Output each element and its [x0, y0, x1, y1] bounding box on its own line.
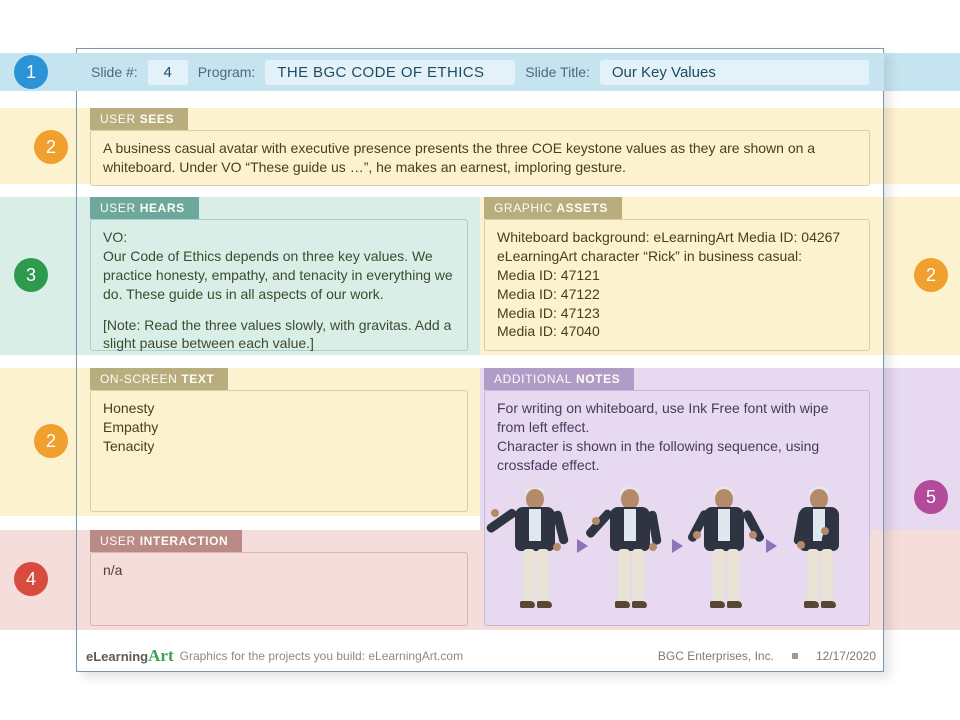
footer-separator-icon [792, 653, 798, 659]
slide-title-value: Our Key Values [600, 60, 869, 85]
user-sees-section: USER SEES A business casual avatar with … [90, 108, 870, 186]
user-interaction-box: n/a [90, 552, 468, 626]
onscreen-text-box: HonestyEmpathyTenacity [90, 390, 468, 512]
program-value: THE BGC CODE OF ETHICS [265, 60, 515, 85]
additional-notes-box: For writing on whiteboard, use Ink Free … [484, 390, 870, 626]
step-badge-2: 2 [34, 130, 68, 164]
user-interaction-section: USER INTERACTION n/a [90, 530, 468, 626]
sequence-arrow-icon [577, 539, 588, 553]
slide-number-label: Slide #: [91, 64, 138, 80]
step-badge-5: 5 [914, 480, 948, 514]
character-pose-4 [781, 483, 857, 609]
slide-number-value: 4 [148, 60, 188, 85]
footer-tagline: Graphics for the projects you build: eLe… [180, 649, 463, 663]
user-hears-box: VO:Our Code of Ethics depends on three k… [90, 219, 468, 351]
character-pose-3 [687, 483, 763, 609]
step-badge-1: 1 [14, 55, 48, 89]
additional-notes-tab: ADDITIONAL NOTES [484, 368, 634, 390]
step-badge-4: 4 [14, 562, 48, 596]
graphic-assets-box: Whiteboard background: eLearningArt Medi… [484, 219, 870, 351]
character-pose-2 [592, 483, 668, 609]
header-bar: Slide #: 4 Program: THE BGC CODE OF ETHI… [76, 53, 884, 91]
program-label: Program: [198, 64, 256, 80]
slide-title-label: Slide Title: [525, 64, 590, 80]
brand-logo: eLearningArt [86, 646, 174, 666]
graphic-assets-tab: GRAPHIC ASSETS [484, 197, 622, 219]
sequence-arrow-icon [766, 539, 777, 553]
footer-company: BGC Enterprises, Inc. [658, 649, 774, 663]
user-interaction-tab: USER INTERACTION [90, 530, 242, 552]
user-sees-tab: USER SEES [90, 108, 188, 130]
footer-date: 12/17/2020 [816, 649, 876, 663]
step-badge-2: 2 [914, 258, 948, 292]
onscreen-text-section: ON-SCREEN TEXT HonestyEmpathyTenacity [90, 368, 468, 512]
graphic-assets-section: GRAPHIC ASSETS Whiteboard background: eL… [484, 197, 870, 351]
step-badge-3: 3 [14, 258, 48, 292]
footer: eLearningArt Graphics for the projects y… [86, 646, 876, 666]
user-sees-box: A business casual avatar with executive … [90, 130, 870, 186]
step-badge-2: 2 [34, 424, 68, 458]
character-pose-sequence [497, 483, 857, 609]
user-hears-tab: USER HEARS [90, 197, 199, 219]
sequence-arrow-icon [672, 539, 683, 553]
user-hears-section: USER HEARS VO:Our Code of Ethics depends… [90, 197, 468, 351]
additional-notes-section: ADDITIONAL NOTES For writing on whiteboa… [484, 368, 870, 626]
onscreen-text-tab: ON-SCREEN TEXT [90, 368, 228, 390]
character-pose-1 [497, 483, 573, 609]
